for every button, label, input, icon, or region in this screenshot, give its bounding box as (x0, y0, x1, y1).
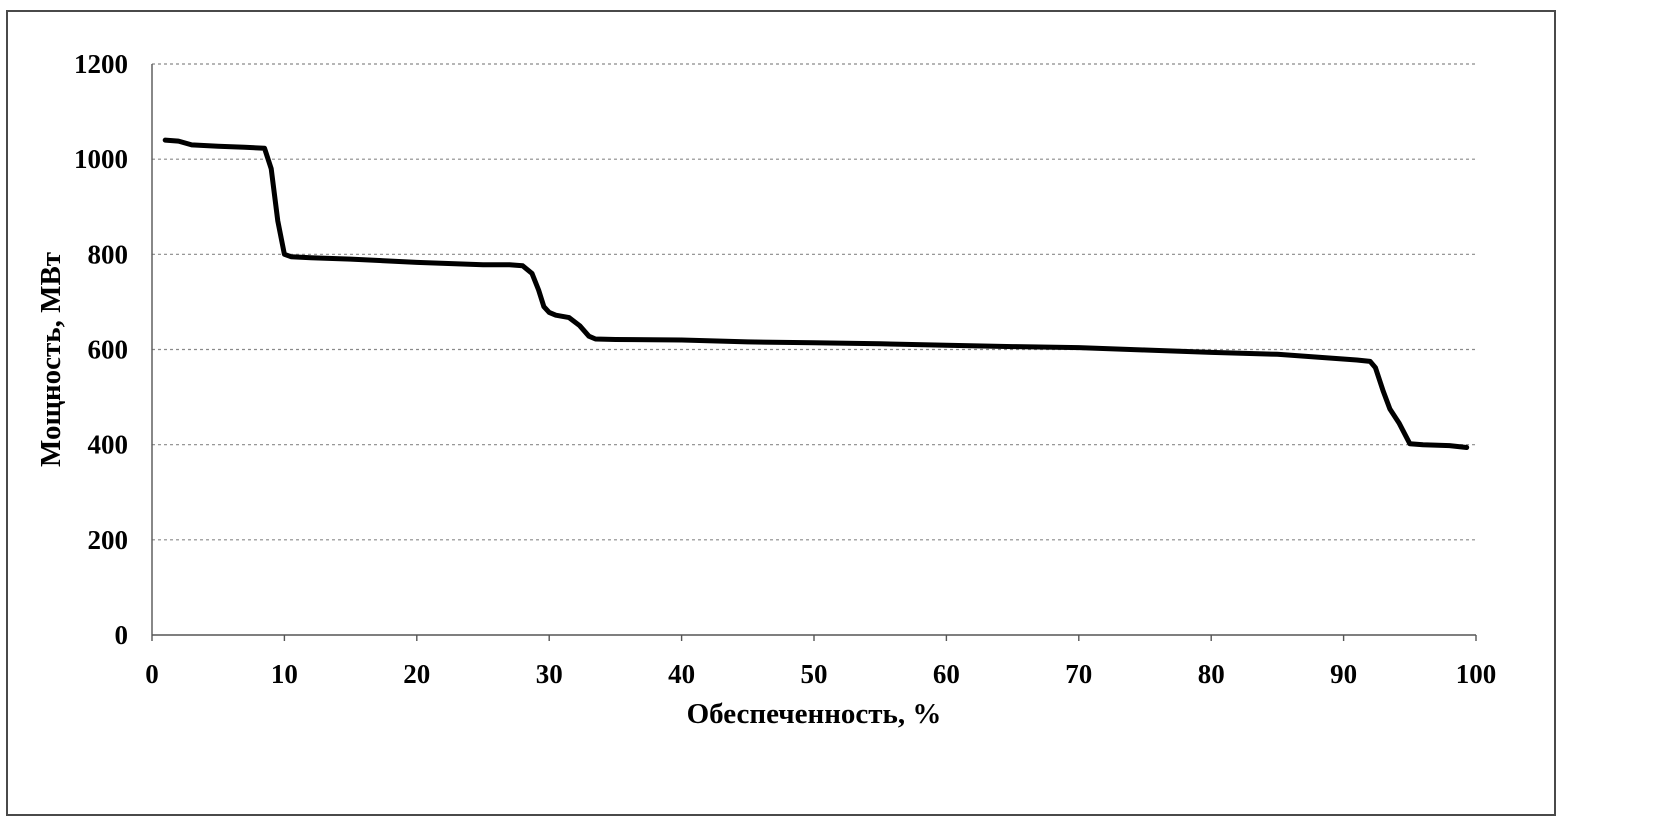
x-tick-label: 0 (145, 659, 159, 689)
axes (151, 64, 1477, 641)
x-tick-label: 70 (1065, 659, 1092, 689)
y-tick-label: 200 (88, 525, 129, 555)
y-tick-label: 600 (88, 335, 129, 365)
x-tick-label: 100 (1456, 659, 1497, 689)
x-axis-title: Обеспеченность, % (687, 698, 942, 730)
y-tick-labels: 0 200 400 600 800 1000 1200 (74, 49, 128, 650)
x-tick-labels: 0 10 20 30 40 50 60 70 80 90 100 (145, 659, 1496, 689)
x-tick-label: 80 (1198, 659, 1225, 689)
line-chart: 0 200 400 600 800 1000 1200 0 10 20 30 40 50 60 70 80 9… (35, 49, 1496, 730)
x-tick-label: 60 (933, 659, 960, 689)
y-tick-label: 800 (88, 239, 129, 269)
x-tick-label: 40 (668, 659, 695, 689)
x-tick-label: 90 (1330, 659, 1357, 689)
x-tick-label: 10 (271, 659, 298, 689)
x-tick-label: 30 (536, 659, 563, 689)
chart-frame: 0 200 400 600 800 1000 1200 0 10 20 30 40 50 60 70 80 9… (6, 10, 1556, 816)
y-tick-label: 1000 (74, 144, 128, 174)
x-tick-label: 20 (403, 659, 430, 689)
x-tick-label: 50 (801, 659, 828, 689)
y-tick-label: 400 (88, 430, 129, 460)
y-tick-label: 0 (115, 620, 129, 650)
series (162, 137, 1470, 450)
y-axis-title: Мощность, МВт (35, 252, 67, 467)
gridlines (152, 63, 1476, 541)
series-line (162, 137, 1470, 450)
y-tick-label: 1200 (74, 49, 128, 79)
